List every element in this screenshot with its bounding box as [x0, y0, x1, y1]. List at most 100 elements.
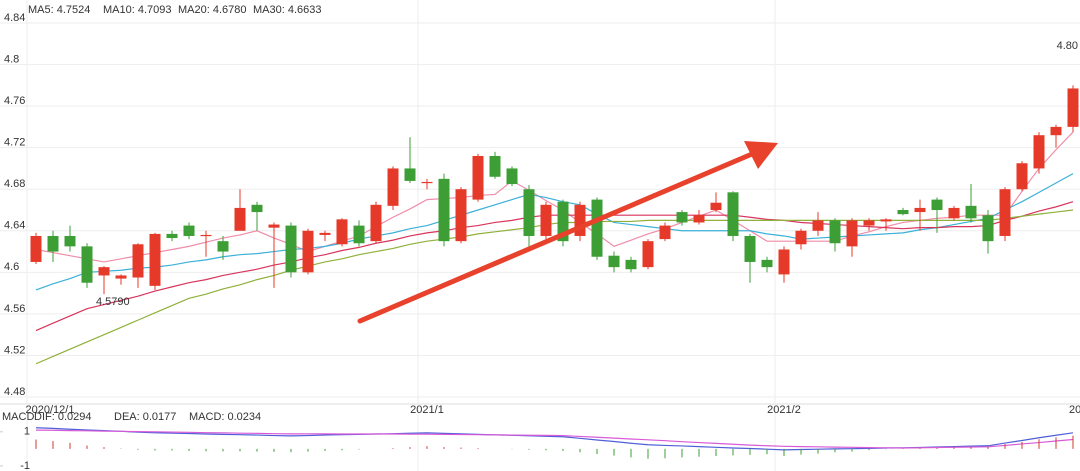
candle-body — [676, 212, 688, 223]
candle-body — [183, 225, 195, 236]
legend-entry: MA5: 4.7524 — [28, 4, 90, 16]
candle-body — [115, 275, 127, 279]
trend-arrow — [357, 141, 778, 324]
candle-body — [217, 241, 229, 252]
candle-body — [659, 225, 671, 240]
x-tick-label: 2021/2 — [767, 404, 801, 416]
y-tick-label: 4.72 — [4, 137, 25, 149]
candle-body — [880, 219, 892, 222]
candle-body — [795, 230, 807, 245]
candle-body — [948, 207, 960, 219]
candle-body — [200, 234, 212, 237]
candle-body — [251, 204, 263, 213]
candle-body — [302, 230, 314, 273]
candle-body — [319, 232, 331, 235]
candle-body — [812, 220, 824, 231]
candle-body — [234, 207, 246, 231]
candle-body — [914, 207, 926, 213]
y-tick-label: 1 — [24, 426, 30, 438]
legend-entry: DEA: 0.0177 — [114, 411, 176, 423]
candle-body — [931, 199, 943, 210]
legend-entry: DIF: 0.0294 — [34, 411, 91, 423]
candle-body — [1016, 163, 1028, 190]
candle-body — [166, 233, 178, 239]
candle-body — [438, 178, 450, 242]
y-tick-label: 4.64 — [4, 220, 25, 232]
candle-body — [557, 201, 569, 242]
candle-body — [30, 235, 42, 262]
candle-body — [727, 192, 739, 236]
y-tick-label: 4.8 — [4, 53, 19, 65]
candle-body — [64, 235, 76, 247]
annotation-high: 4.80 — [1057, 40, 1078, 52]
macd-title: MACD — [2, 411, 34, 423]
arrow-head — [744, 141, 778, 169]
candle-body — [591, 199, 603, 257]
candle-body — [455, 189, 467, 242]
candle-body — [132, 244, 144, 278]
candle-body — [829, 220, 841, 244]
legend-entry: MA30: 4.6633 — [253, 4, 322, 16]
candle-body — [693, 215, 705, 223]
candle-body — [863, 220, 875, 226]
candle-body — [489, 155, 501, 177]
candle-body — [965, 205, 977, 219]
candle-body — [523, 189, 535, 236]
candle-body — [540, 204, 552, 236]
candle-body — [404, 168, 416, 181]
candle-body — [353, 225, 365, 244]
legend-entry: MACD: 0.0234 — [189, 411, 261, 423]
candle-body — [625, 259, 637, 270]
y-tick-label: 4.52 — [4, 344, 25, 356]
ma-line — [35, 173, 1074, 291]
y-tick-label: 4.76 — [4, 95, 25, 107]
candle-body — [336, 219, 348, 245]
ma-line — [35, 209, 1074, 365]
candle-body — [710, 202, 722, 210]
legend-entry: MA10: 4.7093 — [103, 4, 172, 16]
candle-body — [642, 241, 654, 268]
candle-body — [421, 181, 433, 184]
candle-body — [778, 249, 790, 275]
candle-body — [370, 204, 382, 242]
ma-line — [35, 201, 1074, 332]
candle-body — [98, 267, 110, 276]
ma-line — [35, 131, 1074, 263]
candle-body — [506, 168, 518, 185]
y-tick-label: -1 — [20, 460, 30, 471]
candle-body — [1050, 126, 1062, 136]
candle-body — [149, 233, 161, 286]
x-tick-label: 2020/12/1 — [26, 404, 75, 416]
candle-body — [574, 204, 586, 236]
candle-body — [472, 155, 484, 200]
candle-body — [268, 224, 280, 228]
candle-body — [761, 259, 773, 268]
y-tick-label: 4.6 — [4, 261, 19, 273]
candle-body — [81, 246, 93, 283]
arrow-shaft — [357, 151, 755, 324]
candle-body — [846, 220, 858, 247]
y-tick-label: 4.84 — [4, 12, 25, 24]
x-tick-label: 20 — [1069, 404, 1080, 416]
y-tick-label: 4.48 — [4, 386, 25, 398]
x-tick-label: 2021/1 — [410, 404, 444, 416]
legend-entry: MA20: 4.6780 — [178, 4, 247, 16]
candle-body — [999, 189, 1011, 236]
candle-body — [982, 215, 994, 242]
macd-line — [35, 429, 1074, 449]
annotation-low: 4.5790 — [96, 296, 130, 308]
candle-body — [1033, 135, 1045, 169]
candle-body — [285, 225, 297, 273]
candle-body — [387, 168, 399, 206]
y-tick-label: 4.56 — [4, 303, 25, 315]
candle-body — [47, 235, 59, 252]
candle-body — [744, 235, 756, 262]
candle-body — [608, 255, 620, 268]
macd-line — [35, 427, 1074, 451]
candle-body — [897, 210, 909, 215]
candle-body — [1067, 88, 1079, 127]
y-tick-label: 4.68 — [4, 178, 25, 190]
